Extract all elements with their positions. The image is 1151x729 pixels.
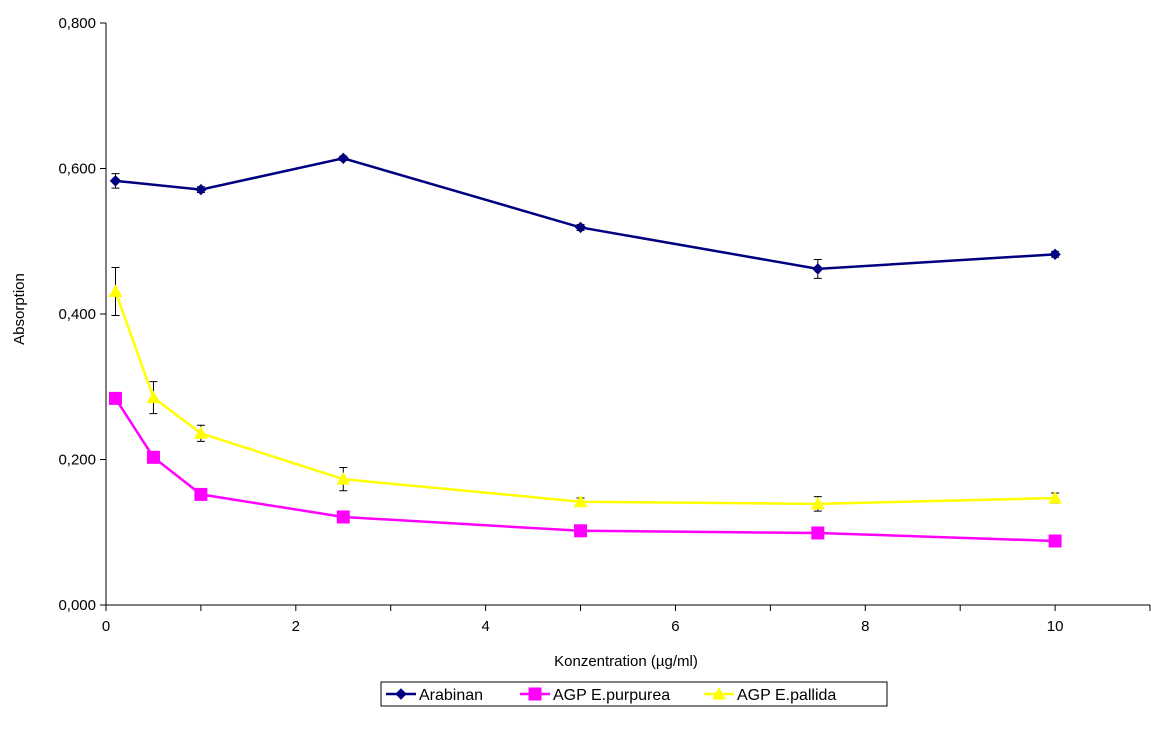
x-tick-label: 0: [102, 618, 110, 635]
data-point: [336, 510, 350, 524]
data-point: [810, 496, 825, 510]
legend-marker: [712, 686, 726, 700]
x-tick-label: 2: [292, 618, 300, 635]
x-tick-label: 4: [481, 618, 489, 635]
x-tick-label: 10: [1047, 618, 1064, 635]
legend-box: [380, 681, 888, 707]
data-point: [336, 472, 351, 485]
ticks: 0,000 0,200 0,400 0,600 0,800 0 2 4 6 8 10: [58, 15, 1151, 635]
axes: [105, 23, 1150, 606]
data-point: [337, 152, 349, 165]
y-axis-title: Absorption: [11, 273, 28, 345]
x-axis-title: Konzentration (µg/ml): [554, 653, 698, 670]
data-point: [195, 183, 207, 196]
data-point: [1048, 491, 1062, 504]
y-tick-label: 0,200: [58, 452, 96, 469]
x-tick-label: 8: [861, 618, 869, 635]
data-point: [146, 450, 160, 464]
data-point: [146, 390, 161, 404]
data-point: [1048, 534, 1062, 548]
data-point: [574, 221, 587, 234]
y-tick-label: 0,400: [58, 306, 96, 323]
y-tick-label: 0,000: [58, 597, 96, 614]
legend-label: AGP E.pallida: [737, 687, 836, 704]
data-point: [194, 426, 208, 439]
data-point: [811, 526, 825, 540]
data-point: [574, 524, 588, 538]
legend-label: Arabinan: [419, 687, 483, 704]
y-tick-label: 0,600: [58, 161, 96, 178]
series-group: [108, 152, 1062, 548]
data-point: [1049, 248, 1061, 261]
series-line: [114, 397, 1056, 543]
legend: Arabinan AGP E.purpurea AGP E.pallida: [380, 681, 888, 707]
y-tick-label: 0,800: [58, 15, 96, 32]
x-tick-label: 6: [671, 618, 679, 635]
series-diamond: [109, 152, 1061, 279]
legend-label: AGP E.purpurea: [553, 687, 670, 704]
data-point: [194, 487, 208, 501]
data-point: [573, 494, 588, 508]
series-line: [115, 157, 1056, 271]
data-point: [108, 391, 122, 405]
series-triangle: [108, 266, 1062, 512]
legend-items: Arabinan AGP E.purpurea AGP E.pallida: [386, 686, 836, 704]
legend-marker: [528, 687, 542, 701]
series-square: [108, 391, 1062, 548]
legend-marker: [395, 688, 407, 700]
series-line: [114, 291, 1056, 506]
data-point: [109, 175, 122, 187]
data-point: [108, 284, 123, 297]
data-point: [812, 263, 824, 275]
